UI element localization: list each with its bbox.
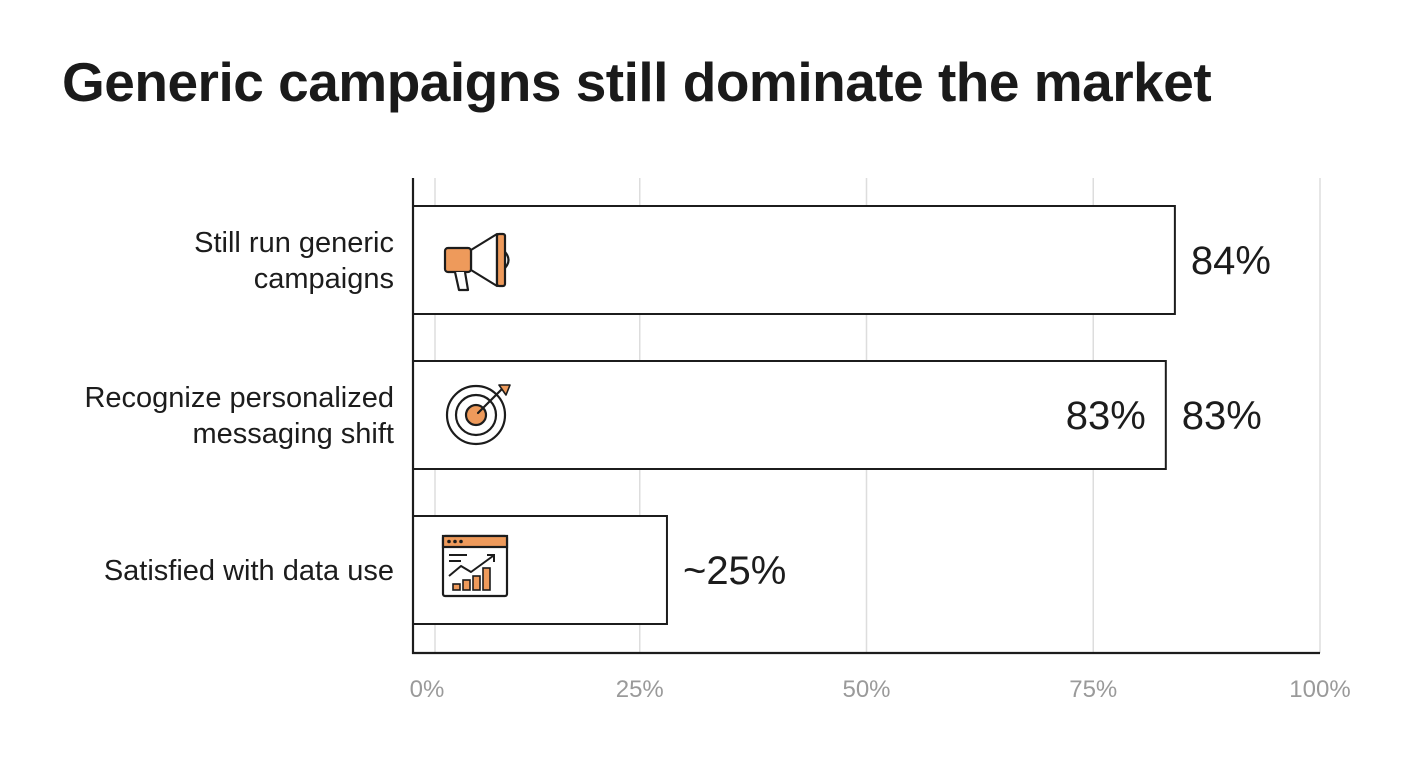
x-tick-label: 100%	[1289, 676, 1350, 703]
bar	[412, 360, 1167, 470]
megaphone-icon	[443, 232, 510, 292]
x-tick-label: 25%	[616, 676, 664, 703]
bar-inner-label: 83%	[1066, 394, 1146, 438]
bar	[412, 205, 1176, 315]
value-label: 84%	[1191, 239, 1271, 283]
category-label: Recognize personalized messaging shift	[84, 382, 394, 450]
target-icon	[445, 384, 511, 446]
x-tick-label: 50%	[842, 676, 890, 703]
x-tick-label: 0%	[410, 676, 445, 703]
value-label: ~25%	[683, 549, 786, 593]
chart-title: Generic campaigns still dominate the mar…	[62, 51, 1212, 113]
labels: 0% 25% 50% 75% 100% Still run generic campaign…	[84, 227, 1350, 703]
category-label: Satisfied with data use	[104, 555, 394, 587]
analytics-dashboard-icon	[441, 534, 509, 598]
x-tick-label: 75%	[1069, 676, 1117, 703]
value-label: 83%	[1182, 394, 1262, 438]
bars	[412, 205, 1176, 625]
category-label: Still run generic campaigns	[194, 227, 394, 295]
axes	[411, 178, 1320, 655]
